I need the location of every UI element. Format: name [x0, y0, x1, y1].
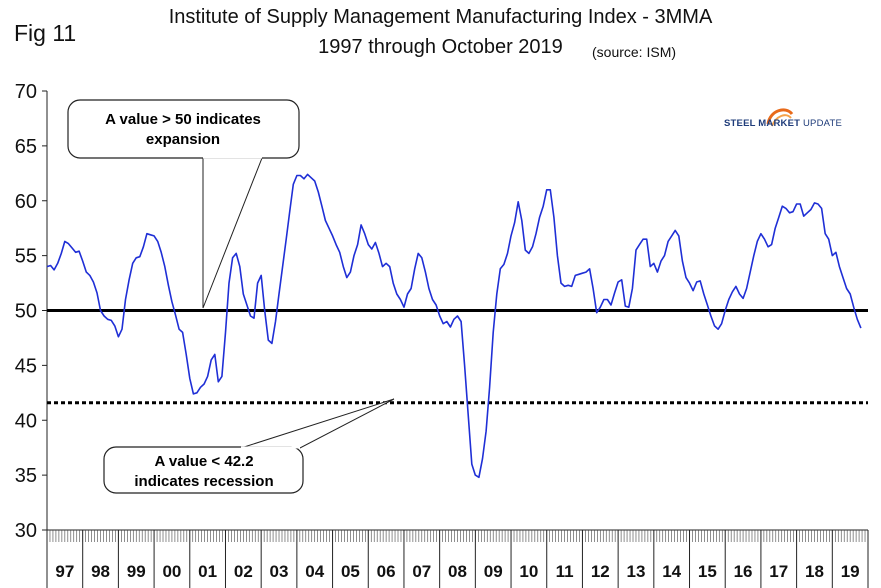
recession-callout: A value < 42.2 indicates recession [103, 398, 395, 494]
y-tick-label: 65 [15, 136, 37, 158]
chart-title: Institute of Supply Management Manufactu… [168, 6, 713, 28]
x-tick-label: 05 [341, 562, 360, 581]
recession-callout-line1: A value < 42.2 [154, 453, 253, 470]
x-tick-label: 11 [556, 562, 574, 581]
logo-market-text: MARKET [758, 118, 801, 129]
x-tick-label: 13 [627, 562, 646, 581]
x-tick-label: 03 [270, 562, 289, 581]
chart-axes [42, 90, 869, 588]
steel-market-update-logo: STEEL MARKET UPDATE [724, 104, 854, 144]
logo-swoosh-icon [766, 108, 794, 127]
x-tick-label: 08 [448, 562, 467, 581]
expansion-callout-line1: A value > 50 indicates [105, 111, 261, 128]
x-tick-label: 04 [305, 562, 324, 581]
x-tick-label: 06 [377, 562, 396, 581]
x-axis-labels: 97 98 99 00 01 02 03 04 05 06 07 08 09 10 11 12 13 14 15 16… [55, 562, 859, 581]
series-group [46, 173, 862, 479]
chart-subtitle: 1997 through October 2019 [318, 36, 563, 58]
y-tick-label: 55 [15, 246, 37, 268]
y-tick-label: 50 [15, 301, 37, 323]
x-tick-label: 19 [841, 562, 860, 581]
y-tick-label: 70 [15, 81, 37, 103]
x-tick-label: 16 [734, 562, 753, 581]
x-tick-label: 12 [591, 562, 610, 581]
figure-label: Fig 11 [14, 20, 77, 46]
x-tick-label: 09 [484, 562, 503, 581]
x-tick-label: 10 [519, 562, 538, 581]
y-tick-label: 35 [15, 465, 37, 487]
ism-3mma-series-line [46, 173, 862, 479]
x-tick-label: 00 [162, 562, 181, 581]
y-tick-label: 30 [15, 520, 37, 542]
y-tick-label: 45 [15, 355, 37, 377]
x-tick-label: 98 [91, 562, 110, 581]
x-tick-label: 18 [805, 562, 824, 581]
logo-update-text: UPDATE [802, 118, 843, 129]
expansion-callout: A value > 50 indicates expansion [67, 99, 300, 309]
x-tick-label: 01 [198, 562, 217, 581]
x-tick-label: 17 [769, 562, 788, 581]
y-axis-labels: 30 35 40 45 50 55 60 65 70 [15, 81, 37, 542]
y-tick-label: 40 [15, 410, 37, 432]
logo-steel-text: STEEL [724, 118, 756, 129]
x-tick-label: 99 [127, 562, 146, 581]
y-tick-label: 60 [15, 191, 37, 213]
x-tick-label: 97 [55, 562, 74, 581]
x-tick-label: 07 [412, 562, 431, 581]
x-tick-label: 14 [662, 562, 681, 581]
chart-source: (source: ISM) [592, 44, 677, 60]
x-tick-label: 15 [698, 562, 717, 581]
reference-lines [47, 309, 868, 405]
recession-callout-line2: indicates recession [134, 473, 273, 490]
expansion-callout-line2: expansion [146, 131, 220, 148]
x-tick-label: 02 [234, 562, 253, 581]
